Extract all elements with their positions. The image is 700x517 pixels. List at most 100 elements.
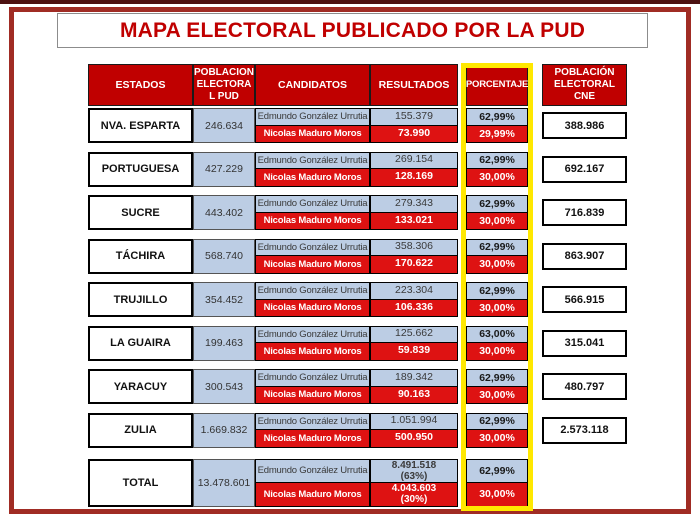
candidate-name: Edmundo González Urrutia: [255, 151, 370, 169]
state-row: LA GUAIRA 199.463 Edmundo González Urrut…: [88, 325, 627, 361]
candidate-result: 155.379: [370, 108, 458, 126]
state-row: PORTUGUESA 427.229 Edmundo González Urru…: [88, 151, 627, 187]
state-row: YARACUY 300.543 Edmundo González Urrutia…: [88, 369, 627, 404]
result-value: 128.169: [395, 170, 433, 183]
cne-column-cell: 2.573.118: [542, 413, 627, 448]
candidate-name: Nicolas Maduro Moros: [255, 212, 370, 230]
candidate-name: Nicolas Maduro Moros: [255, 430, 370, 448]
poblacion-pud-cell: 443.402: [193, 195, 255, 230]
candidate-percentage: 62,99%: [466, 369, 528, 387]
result-value: 500.950: [395, 431, 433, 444]
poblacion-pud-cell: 300.543: [193, 369, 255, 404]
candidate-row-gonzalez: Edmundo González Urrutia 155.379 62,99%: [255, 108, 528, 126]
candidate-name: Nicolas Maduro Moros: [255, 125, 370, 143]
candidate-percentage: 62,99%: [466, 282, 528, 300]
candidate-result: 59.839: [370, 343, 458, 361]
column-gap: [458, 300, 466, 318]
header-poblacion-cne: POBLACIÓN ELECTORAL CNE: [542, 64, 627, 106]
candidate-name: Edmundo González Urrutia: [255, 325, 370, 343]
column-gap: [458, 343, 466, 361]
candidate-name: Edmundo González Urrutia: [255, 195, 370, 213]
cne-column-cell: 388.986: [542, 108, 627, 143]
candidate-row-gonzalez: Edmundo González Urrutia 279.343 62,99%: [255, 195, 528, 213]
cne-column-cell: 566.915: [542, 282, 627, 317]
state-row: TOTAL 13.478.601 Edmundo González Urruti…: [88, 458, 627, 507]
candidate-row-gonzalez: Edmundo González Urrutia 1.051.994 62,99…: [255, 412, 528, 431]
state-name-cell: SUCRE: [88, 195, 193, 230]
candidate-name: Nicolas Maduro Moros: [255, 343, 370, 361]
candidate-percentage: 62,99%: [466, 458, 528, 483]
electoral-table: ESTADOS POBLACION ELECTORA L PUD CANDIDA…: [88, 64, 627, 507]
candidate-row-maduro: Nicolas Maduro Moros 128.169 30,00%: [255, 169, 528, 187]
result-value: 90.163: [397, 387, 431, 400]
column-gap: [458, 326, 466, 344]
candidate-result: 4.043.603 (30%): [370, 482, 458, 507]
table-header-row: ESTADOS POBLACION ELECTORA L PUD CANDIDA…: [88, 64, 627, 106]
candidate-row-gonzalez: Edmundo González Urrutia 8.491.518 (63%)…: [255, 458, 528, 483]
result-note: (30%): [400, 494, 428, 506]
column-gap: [458, 369, 466, 387]
header-cne-line-2: ELECTORAL: [554, 79, 615, 90]
result-value: 125.662: [395, 327, 433, 340]
candidate-row-maduro: Nicolas Maduro Moros 500.950 30,00%: [255, 430, 528, 448]
header-candidatos: CANDIDATOS: [255, 64, 370, 106]
candidate-name: Edmundo González Urrutia: [255, 282, 370, 300]
header-gap: [458, 64, 466, 106]
header-resultados-label: RESULTADOS: [378, 78, 450, 91]
candidate-percentage: 62,99%: [466, 238, 528, 256]
poblacion-pud-cell: 246.634: [193, 108, 255, 143]
column-gap: [458, 430, 466, 448]
state-row: ZULIA 1.669.832 Edmundo González Urrutia…: [88, 412, 627, 448]
candidate-name: Nicolas Maduro Moros: [255, 386, 370, 404]
result-value: 1.051.994: [390, 414, 438, 427]
poblacion-pud-cell: 354.452: [193, 282, 255, 317]
candidate-result: 170.622: [370, 256, 458, 274]
state-name-cell: TOTAL: [88, 458, 193, 507]
candidate-name: Edmundo González Urrutia: [255, 108, 370, 126]
candidate-result: 128.169: [370, 169, 458, 187]
state-name-cell: YARACUY: [88, 369, 193, 404]
result-value: 189.342: [395, 370, 433, 383]
header-gap: [528, 64, 542, 106]
state-row: SUCRE 443.402 Edmundo González Urrutia 2…: [88, 195, 627, 230]
result-value: 133.021: [395, 213, 433, 226]
candidate-percentage: 62,99%: [466, 151, 528, 169]
column-gap: [458, 483, 466, 507]
candidate-result: 125.662: [370, 325, 458, 343]
title-box: MAPA ELECTORAL PUBLICADO POR LA PUD: [57, 13, 648, 48]
header-pud-line-3: L PUD: [209, 91, 239, 102]
cne-value-box: 2.573.118: [542, 416, 627, 444]
candidate-name: Edmundo González Urrutia: [255, 412, 370, 430]
result-value: 155.379: [395, 109, 433, 122]
candidate-percentage: 62,99%: [466, 108, 528, 126]
result-value: 4.043.603: [391, 483, 437, 494]
poblacion-pud-cell: 1.669.832: [193, 412, 255, 448]
cne-column-cell: 480.797: [542, 369, 627, 404]
column-gap: [458, 108, 466, 126]
candidate-result: 223.304: [370, 282, 458, 300]
candidate-row-maduro: Nicolas Maduro Moros 170.622 30,00%: [255, 256, 528, 274]
state-name-cell: TRUJILLO: [88, 282, 193, 317]
state-name-cell: NVA. ESPARTA: [88, 108, 193, 143]
result-value: 59.839: [397, 344, 431, 357]
header-estados: ESTADOS: [88, 64, 193, 106]
header-resultados: RESULTADOS: [370, 64, 458, 106]
state-name-cell: ZULIA: [88, 412, 193, 448]
header-porcentaje: PORCENTAJE: [466, 64, 528, 106]
state-name-cell: PORTUGUESA: [88, 151, 193, 187]
page-title: MAPA ELECTORAL PUBLICADO POR LA PUD: [119, 18, 586, 42]
result-value: 170.622: [395, 257, 433, 270]
candidate-percentage: 62,99%: [466, 412, 528, 430]
column-gap: [458, 387, 466, 405]
column-gap: [458, 169, 466, 187]
candidates-subtable: Edmundo González Urrutia 1.051.994 62,99…: [255, 412, 528, 448]
column-gap: [458, 195, 466, 213]
column-gap: [458, 459, 466, 483]
candidate-row-gonzalez: Edmundo González Urrutia 269.154 62,99%: [255, 151, 528, 169]
candidate-row-maduro: Nicolas Maduro Moros 90.163 30,00%: [255, 386, 528, 405]
column-gap: [458, 413, 466, 431]
state-row: TRUJILLO 354.452 Edmundo González Urruti…: [88, 282, 627, 317]
header-cne-line-1: POBLACIÓN: [554, 67, 615, 78]
column-gap: [458, 256, 466, 274]
candidate-result: 90.163: [370, 386, 458, 404]
